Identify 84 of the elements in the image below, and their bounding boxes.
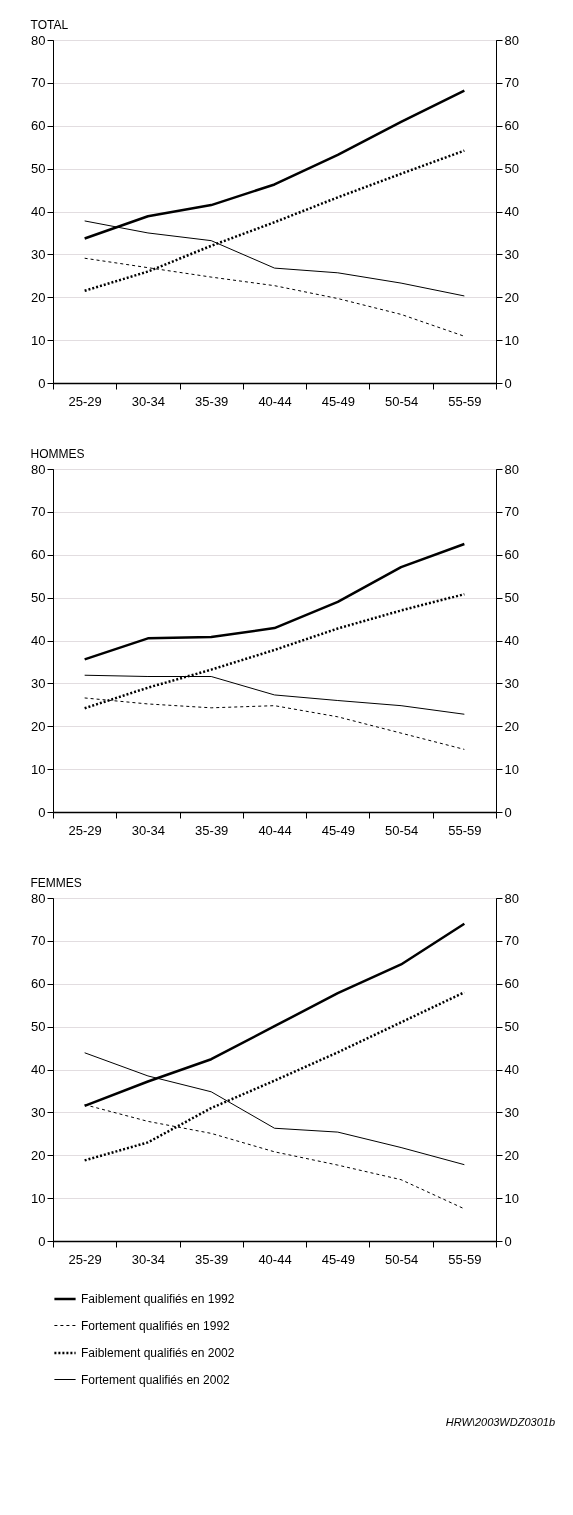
y-tick-label: 10 bbox=[31, 1190, 46, 1206]
x-tick-label: 40-44 bbox=[258, 393, 292, 409]
y2-tick-label: 30 bbox=[504, 246, 519, 262]
y-tick-label: 50 bbox=[31, 590, 46, 606]
y2-tick-label: 70 bbox=[504, 933, 519, 949]
y-tick-label: 0 bbox=[38, 1233, 46, 1249]
x-tick-label: 50-54 bbox=[384, 1251, 419, 1267]
x-tick-label: 45-49 bbox=[321, 822, 355, 838]
y2-tick-label: 0 bbox=[504, 804, 512, 820]
text: HRW\2003WDZ0301b bbox=[444, 1416, 555, 1428]
y2-tick-label: 60 bbox=[504, 547, 519, 563]
y2-tick-label: 50 bbox=[504, 161, 519, 177]
y2-tick-label: 30 bbox=[504, 1104, 519, 1120]
y-tick-label: 60 bbox=[31, 547, 46, 563]
y-tick-label: 80 bbox=[31, 32, 46, 48]
y2-tick-label: 20 bbox=[504, 1147, 519, 1163]
x-tick-label: 55-59 bbox=[448, 393, 482, 409]
y-tick-label: 70 bbox=[31, 933, 46, 949]
x-tick-label: 45-49 bbox=[321, 1251, 355, 1267]
y2-tick-label: 70 bbox=[504, 75, 519, 91]
y-tick-label: 20 bbox=[31, 289, 46, 305]
chart-title: TOTAL bbox=[30, 18, 69, 32]
y2-tick-label: 20 bbox=[504, 718, 519, 734]
y-tick-label: 70 bbox=[31, 75, 46, 91]
y-tick-label: 40 bbox=[31, 1062, 46, 1077]
x-tick-label: 25-29 bbox=[68, 393, 102, 409]
y-tick-label: 30 bbox=[31, 246, 46, 262]
y-tick-label: 80 bbox=[31, 890, 46, 906]
y2-tick-label: 10 bbox=[504, 1190, 519, 1206]
x-tick-label: 25-29 bbox=[68, 822, 102, 838]
y2-tick-label: 40 bbox=[504, 633, 519, 648]
y2-tick-label: 80 bbox=[504, 890, 519, 906]
y2-tick-label: 50 bbox=[504, 1019, 519, 1035]
x-tick-label: 30-34 bbox=[131, 1251, 166, 1267]
line-series bbox=[83, 542, 466, 661]
x-tick-label: 50-54 bbox=[384, 393, 419, 409]
legend-label: Fortement qualifiés en 2002 bbox=[81, 1372, 231, 1387]
x-tick-label: 35-39 bbox=[195, 1251, 229, 1267]
x-tick-label: 30-34 bbox=[131, 393, 166, 409]
y2-tick-label: 40 bbox=[504, 1062, 519, 1077]
x-tick-label: 40-44 bbox=[258, 822, 292, 838]
y-tick-label: 0 bbox=[38, 375, 46, 391]
x-tick-label: 55-59 bbox=[448, 1251, 482, 1267]
legend-label: Faiblement qualifiés en 2002 bbox=[81, 1346, 235, 1360]
x-tick-label: 55-59 bbox=[448, 822, 482, 838]
y2-tick-label: 20 bbox=[504, 289, 519, 305]
y2-tick-label: 50 bbox=[504, 590, 519, 606]
legend-label: Fortement qualifiés en 1992 bbox=[81, 1318, 231, 1333]
y-tick-label: 0 bbox=[38, 804, 46, 820]
y-tick-label: 70 bbox=[31, 504, 46, 520]
x-tick-label: 35-39 bbox=[195, 393, 229, 409]
y2-tick-label: 0 bbox=[504, 375, 512, 391]
y2-tick-label: 60 bbox=[504, 976, 519, 992]
y-tick-label: 50 bbox=[31, 161, 46, 177]
y2-tick-label: 10 bbox=[504, 332, 519, 348]
y2-tick-label: 0 bbox=[504, 1233, 512, 1249]
y-tick-label: 60 bbox=[31, 976, 46, 992]
y-tick-label: 40 bbox=[31, 633, 46, 648]
y-tick-label: 20 bbox=[31, 1147, 46, 1163]
y-tick-label: 40 bbox=[31, 204, 46, 219]
x-tick-label: 45-49 bbox=[321, 393, 355, 409]
y2-tick-label: 40 bbox=[504, 204, 519, 219]
y2-tick-label: 80 bbox=[504, 461, 519, 477]
y-tick-label: 10 bbox=[31, 761, 46, 777]
x-tick-label: 30-34 bbox=[131, 822, 166, 838]
y2-tick-label: 30 bbox=[504, 675, 519, 691]
y2-tick-label: 80 bbox=[504, 32, 519, 48]
chart-title: HOMMES bbox=[30, 447, 85, 461]
y-tick-label: 50 bbox=[31, 1019, 46, 1035]
y-tick-label: 30 bbox=[31, 675, 46, 691]
x-tick-label: 40-44 bbox=[258, 1251, 292, 1267]
x-tick-label: 35-39 bbox=[195, 822, 229, 838]
y-tick-label: 80 bbox=[31, 461, 46, 477]
legend-label: Faiblement qualifiés en 1992 bbox=[81, 1292, 235, 1306]
y2-tick-label: 60 bbox=[504, 118, 519, 134]
y-tick-label: 30 bbox=[31, 1104, 46, 1120]
x-tick-label: 25-29 bbox=[68, 1251, 102, 1267]
y-tick-label: 60 bbox=[31, 118, 46, 134]
y-tick-label: 20 bbox=[31, 718, 46, 734]
x-tick-label: 50-54 bbox=[384, 822, 419, 838]
y2-tick-label: 70 bbox=[504, 504, 519, 520]
chart-title: FEMMES bbox=[30, 876, 82, 890]
y-tick-label: 10 bbox=[31, 332, 46, 348]
y2-tick-label: 10 bbox=[504, 761, 519, 777]
